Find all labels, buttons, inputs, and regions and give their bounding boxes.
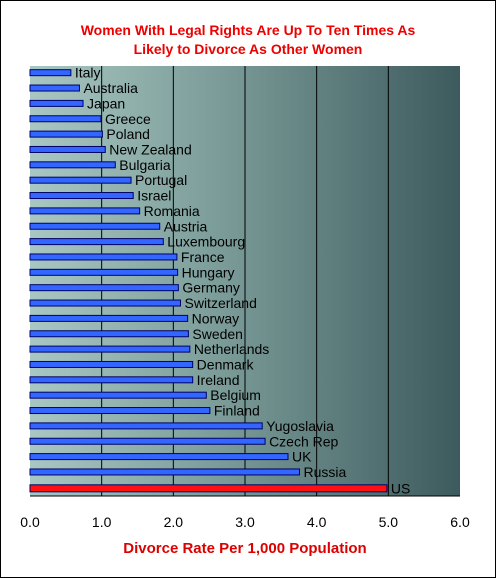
bar-greece bbox=[29, 115, 102, 123]
bar-new-zealand bbox=[29, 145, 106, 153]
bar-us bbox=[29, 484, 388, 493]
bar-romania bbox=[29, 207, 141, 215]
bar-label: Ireland bbox=[197, 372, 240, 388]
bar-portugal bbox=[29, 176, 132, 184]
bar-ireland bbox=[29, 376, 194, 384]
bar-poland bbox=[29, 130, 103, 138]
bar-label: Portugal bbox=[135, 172, 187, 188]
bar-label: New Zealand bbox=[109, 141, 192, 157]
bar-denmark bbox=[29, 360, 194, 368]
bar-label: US bbox=[391, 480, 410, 496]
x-axis-label: Divorce Rate Per 1,000 Population bbox=[123, 540, 367, 557]
bar-russia bbox=[29, 468, 300, 476]
bar-label: Austria bbox=[164, 218, 208, 234]
bar-label: Sweden bbox=[192, 326, 243, 342]
bar-finland bbox=[29, 407, 211, 415]
chart-title-line-1: Women With Legal Rights Are Up To Ten Ti… bbox=[80, 22, 416, 38]
bar-label: France bbox=[181, 249, 225, 265]
bar-switzerland bbox=[29, 299, 181, 307]
bar-czech-rep bbox=[29, 437, 266, 445]
bar-label: Israel bbox=[137, 188, 171, 204]
bar-hungary bbox=[29, 268, 179, 276]
x-tick-label: 6.0 bbox=[450, 514, 470, 530]
bar-label: Hungary bbox=[182, 264, 235, 280]
bar-label: Australia bbox=[83, 80, 138, 96]
bar-australia bbox=[29, 84, 80, 92]
bar-israel bbox=[29, 192, 134, 200]
bar-label: Germany bbox=[182, 280, 240, 296]
x-tick-label: 2.0 bbox=[164, 514, 184, 530]
bar-austria bbox=[29, 222, 161, 230]
x-tick-label: 4.0 bbox=[307, 514, 327, 530]
bar-label: Bulgaria bbox=[119, 157, 171, 173]
x-tick-label: 3.0 bbox=[235, 514, 255, 530]
bar-label: Poland bbox=[106, 126, 150, 142]
bar-japan bbox=[29, 99, 84, 107]
bar-label: Denmark bbox=[197, 356, 255, 372]
bar-italy bbox=[29, 69, 72, 77]
bar-label: Belgium bbox=[210, 387, 261, 403]
chart-title-line-2: Likely to Divorce As Other Women bbox=[133, 41, 363, 57]
bar-netherlands bbox=[29, 345, 191, 353]
bar-bulgaria bbox=[29, 161, 116, 169]
bar-france bbox=[29, 253, 178, 261]
bar-label: Japan bbox=[87, 95, 125, 111]
x-axis-ticks: 0.0 1.0 2.0 3.0 4.0 5.0 6.0 bbox=[20, 495, 470, 530]
bar-sweden bbox=[29, 330, 189, 338]
bar-yugoslavia bbox=[29, 422, 263, 430]
bar-label: UK bbox=[292, 449, 312, 465]
bar-label: Russia bbox=[303, 464, 346, 480]
bar-label: Romania bbox=[144, 203, 200, 219]
bar-label: Greece bbox=[105, 111, 151, 127]
bar-uk bbox=[29, 453, 289, 461]
bar-germany bbox=[29, 284, 179, 292]
x-tick-label: 5.0 bbox=[379, 514, 399, 530]
bar-norway bbox=[29, 314, 189, 322]
bar-label: Italy bbox=[75, 65, 101, 81]
bar-belgium bbox=[29, 391, 207, 399]
bar-label: Finland bbox=[214, 403, 260, 419]
bar-label: Switzerland bbox=[185, 295, 257, 311]
x-tick-label: 1.0 bbox=[92, 514, 112, 530]
bar-label: Norway bbox=[192, 310, 239, 326]
bar-label: Yugoslavia bbox=[266, 418, 334, 434]
bar-label: Netherlands bbox=[194, 341, 269, 357]
bar-label: Czech Rep bbox=[269, 433, 338, 449]
bar-label: Luxembourg bbox=[167, 234, 245, 250]
bar-luxembourg bbox=[29, 238, 164, 246]
x-tick-label: 0.0 bbox=[20, 514, 40, 530]
